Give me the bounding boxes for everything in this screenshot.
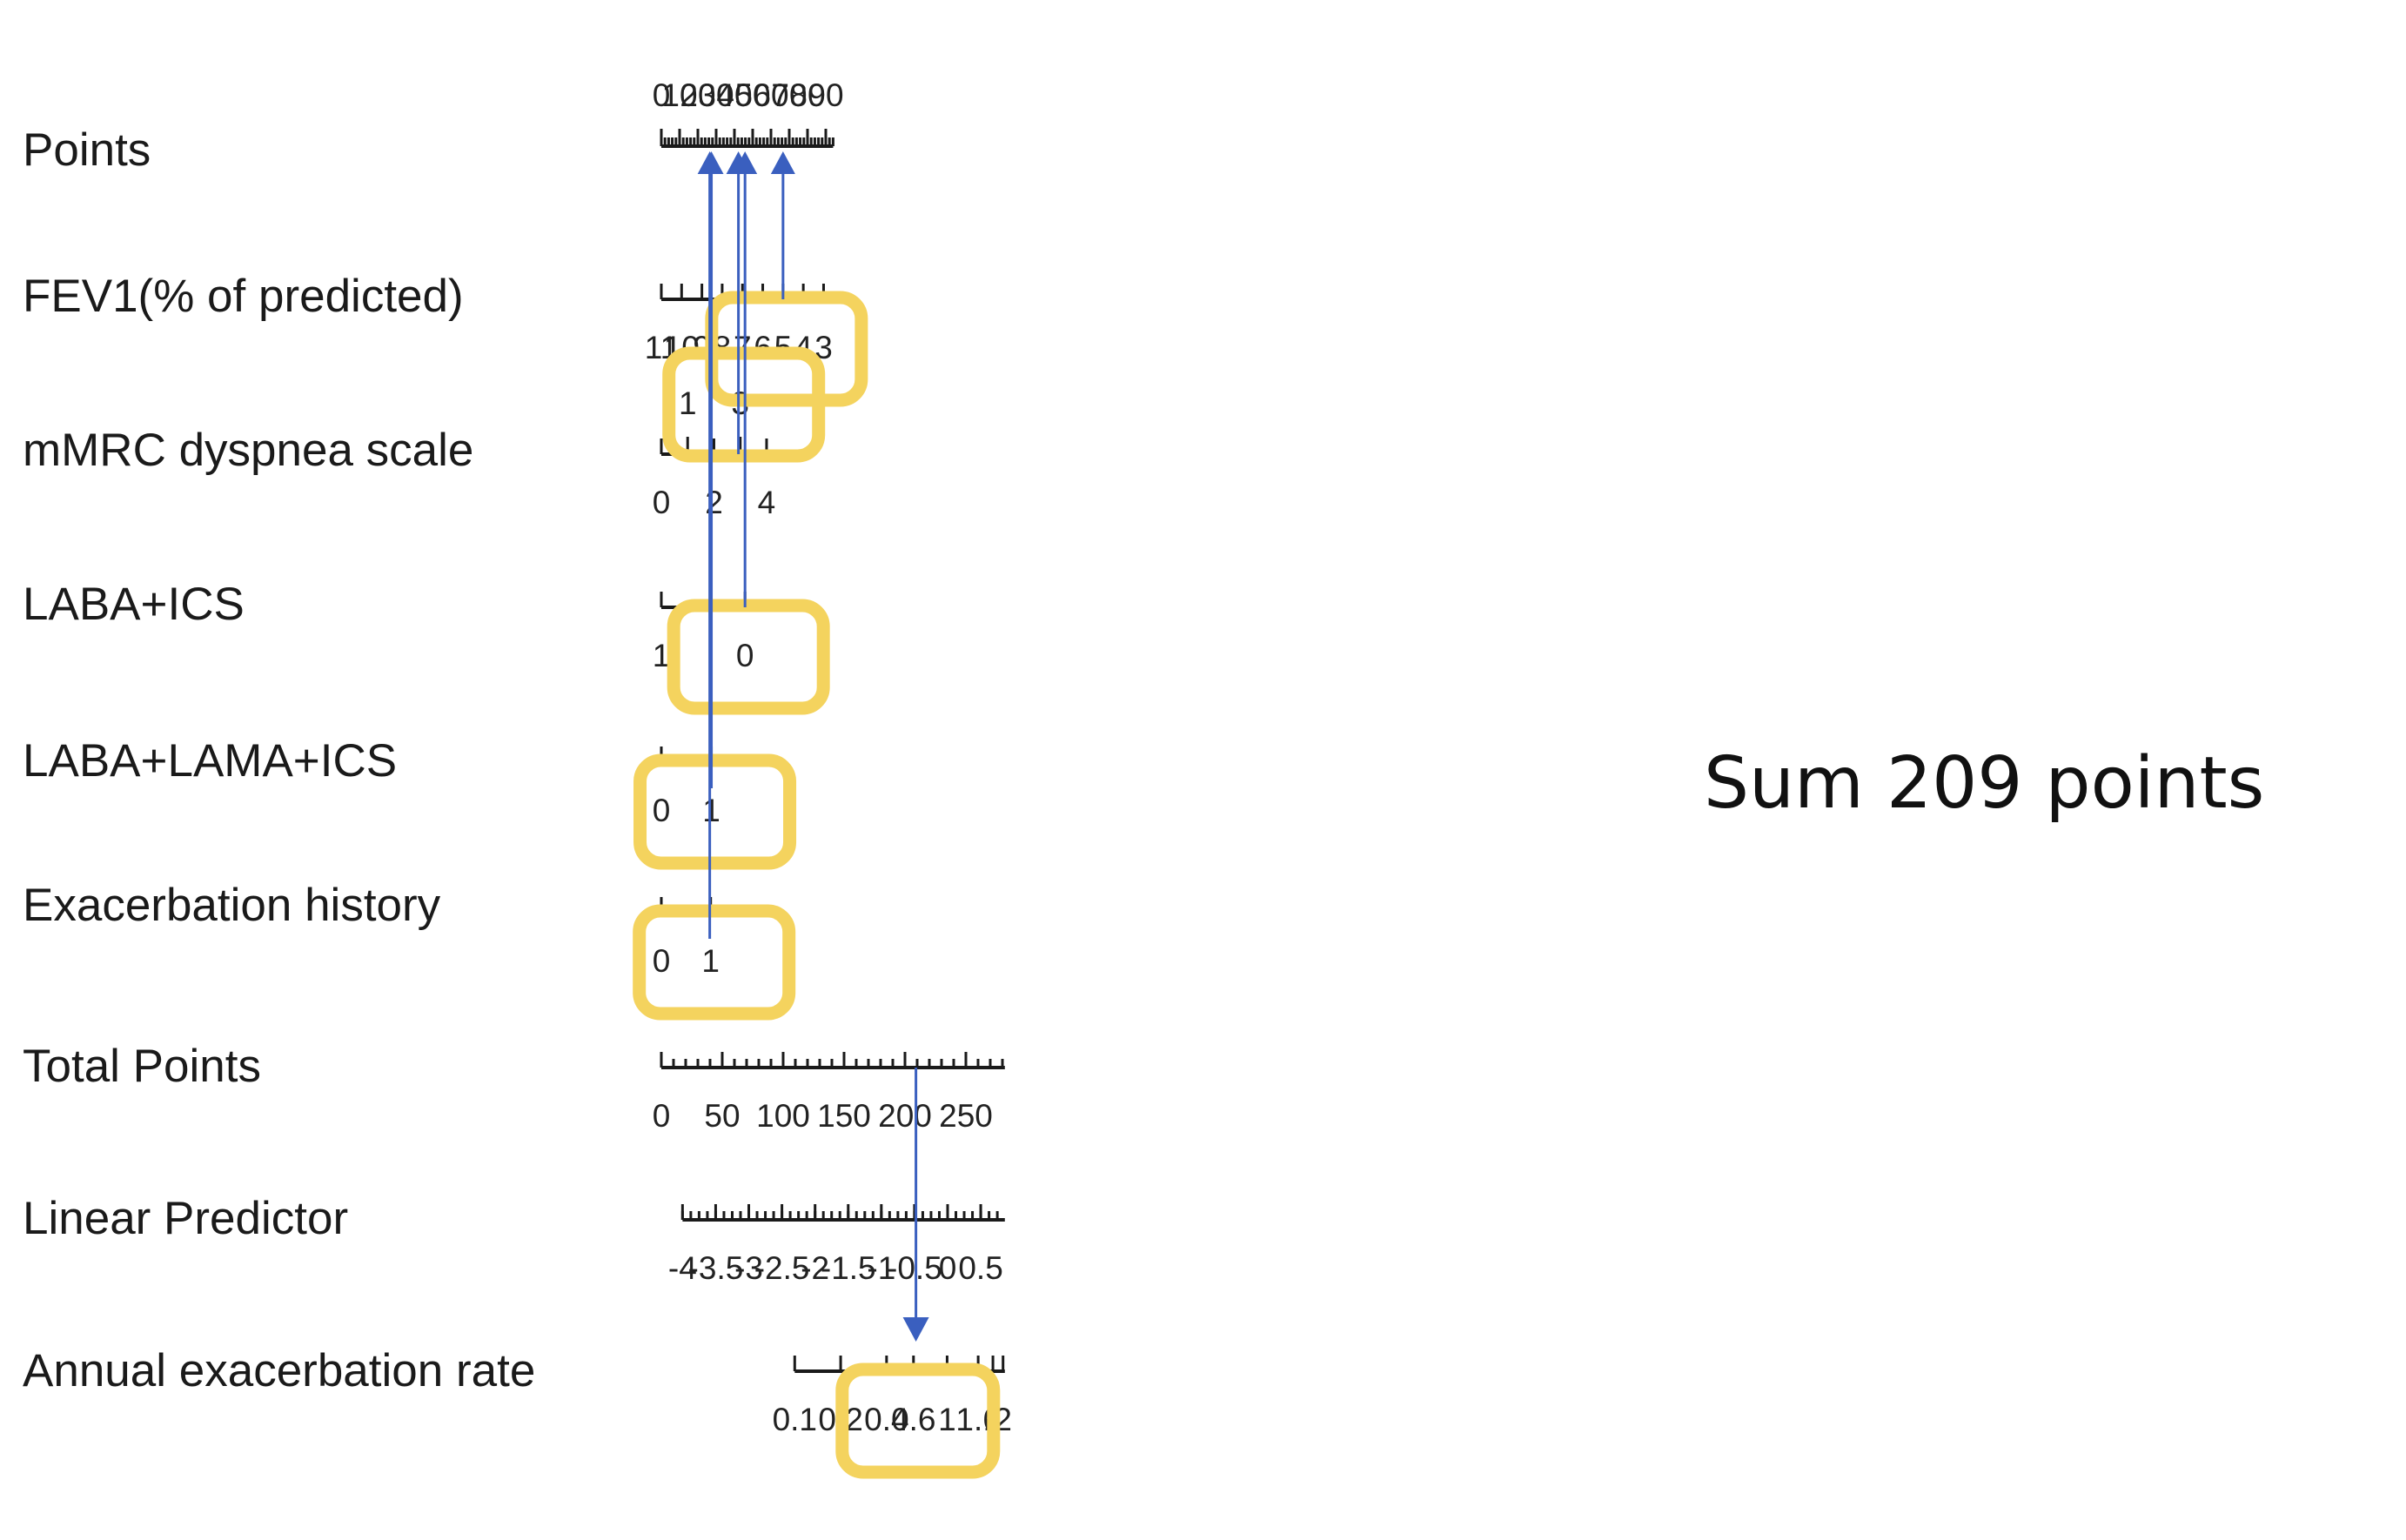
highlight-box-laba_ics (667, 599, 830, 715)
tick-label-points: 10 (661, 77, 697, 113)
tick-label-laba_lama_ics: 1 (702, 793, 720, 828)
tick-label-linear_predictor: -3.5 (688, 1250, 744, 1286)
tick-label-exacerbation_history: 1 (701, 943, 720, 979)
tick-label-linear_predictor: -3 (734, 1250, 763, 1286)
arrowhead-exacerbation_history (697, 151, 722, 174)
tick-label-total_points: 150 (817, 1098, 871, 1134)
tick-label-mmrc: 2 (705, 485, 723, 520)
tick-label-linear_predictor: -2.5 (754, 1250, 810, 1286)
tick-label-linear_predictor: -0.5 (887, 1250, 942, 1286)
tick-label-points: 50 (734, 77, 770, 113)
row-label-annual_rate: Annual exacerbation rate (23, 1345, 535, 1396)
row-label-laba_lama_ics: LABA+LAMA+ICS (23, 735, 397, 787)
tick-label-total_points: 50 (704, 1098, 740, 1134)
tick-label-points: 0 (653, 77, 671, 113)
tick-label-points: 40 (716, 77, 752, 113)
arrowhead-total-to-rate (902, 1317, 929, 1342)
row-label-mmrc: mMRC dyspnea scale (23, 425, 473, 476)
tick-label-points: 30 (698, 77, 734, 113)
tick-label-mmrc: 0 (653, 485, 671, 520)
tick-label-points: 90 (808, 77, 843, 113)
tick-label-exacerbation_history: 0 (653, 943, 671, 979)
tick-label-annual_rate: 1 (938, 1402, 956, 1437)
tick-label-linear_predictor: -2 (801, 1250, 829, 1286)
highlight-box-laba_lama_ics (633, 753, 797, 870)
tick-label-annual_rate: 0.1 (773, 1402, 817, 1437)
tick-label-points: 60 (753, 77, 788, 113)
tick-label-laba_ics: 0 (736, 638, 754, 673)
arrows-layer (697, 151, 929, 1342)
tick-label-points: 80 (789, 77, 825, 113)
tick-label-total_points: 250 (939, 1098, 993, 1134)
tick-label-points: 20 (680, 77, 715, 113)
row-label-laba_ics: LABA+ICS (23, 579, 245, 630)
tick-label-linear_predictor: 0.5 (958, 1250, 1002, 1286)
row-label-points: Points (23, 124, 151, 176)
tick-label-total_points: 0 (653, 1098, 671, 1134)
tick-label-linear_predictor: 0 (939, 1250, 957, 1286)
highlight-box-result (835, 1363, 1001, 1479)
tick-label-mmrc: 4 (758, 485, 776, 520)
arrowhead-laba_ics (733, 151, 758, 174)
tick-label-annual_rate: 0.4 (864, 1402, 908, 1437)
tick-label-linear_predictor: -1 (867, 1250, 895, 1286)
row-label-linear_predictor: Linear Predictor (23, 1193, 348, 1244)
row-label-fev1: FEV1(% of predicted) (23, 271, 464, 322)
highlight-layer (633, 291, 1001, 1479)
tick-label-points: 70 (771, 77, 807, 113)
tick-label-laba_ics: 1 (653, 638, 671, 673)
sum-annotation: Sum 209 points (1704, 742, 2264, 825)
row-label-exacerbation_history: Exacerbation history (23, 880, 441, 931)
tick-label-laba_lama_ics: 0 (653, 793, 671, 828)
tick-label-annual_rate: 0.6 (891, 1402, 935, 1437)
tick-label-linear_predictor: -4 (668, 1250, 697, 1286)
tick-label-linear_predictor: -1.5 (821, 1250, 876, 1286)
tick-label-fev1: 3 (814, 330, 833, 365)
arrowhead-fev1 (770, 151, 795, 174)
highlight-box-exacerbation_history (633, 904, 796, 1021)
tick-label-total_points: 100 (756, 1098, 810, 1134)
tick-label-total_points: 200 (878, 1098, 932, 1134)
row-label-total_points: Total Points (23, 1041, 261, 1092)
tick-label-mmrc: 1 (679, 385, 697, 421)
